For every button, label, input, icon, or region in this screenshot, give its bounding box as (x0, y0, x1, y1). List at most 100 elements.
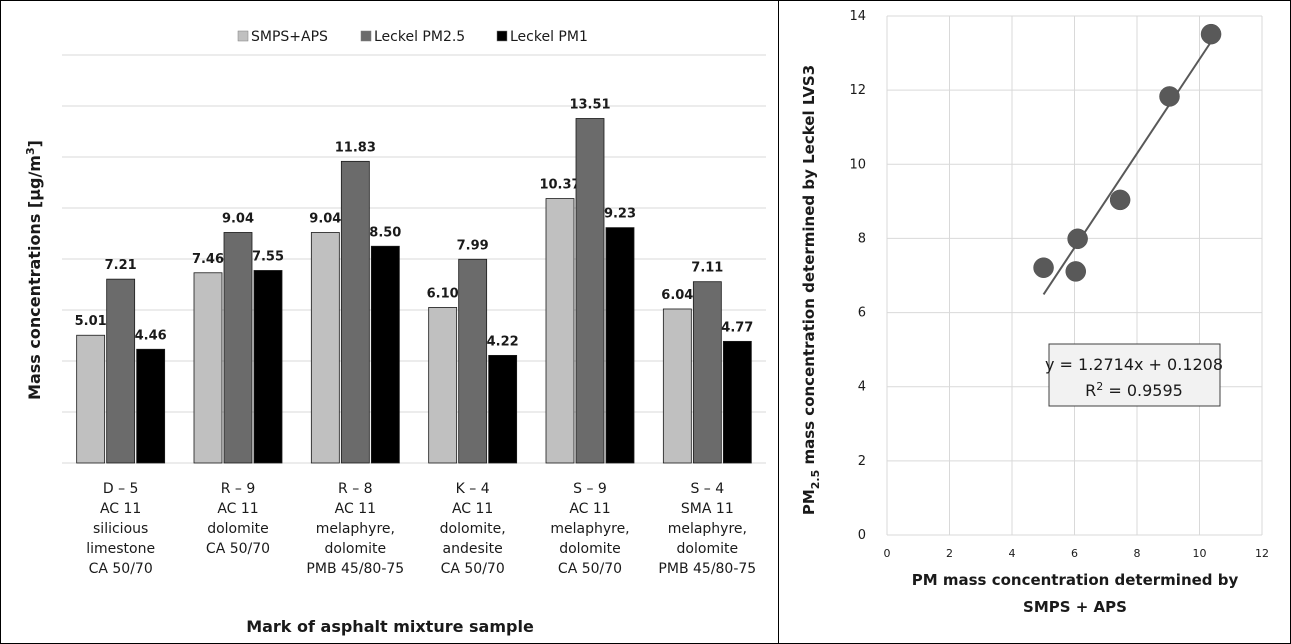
scatter-point (1200, 23, 1222, 45)
r-squared-symbol: R (1085, 381, 1096, 400)
scatter-y-axis-title-pre: PM (800, 489, 818, 515)
bar-y-axis-title-main: Mass concentrations [μg/m (25, 155, 44, 400)
category-label-line: AC 11 (452, 501, 493, 517)
category-label: K – 4 AC 11 dolomite, andesite CA 50/70 (440, 481, 506, 577)
bar-value-label: 7.21 (105, 258, 137, 273)
category-label-line: dolomite (677, 541, 739, 557)
bar-gridlines (62, 54, 766, 464)
scatter-x-tick: 2 (946, 547, 953, 560)
bar (692, 281, 722, 464)
category-label-line: CA 50/70 (558, 561, 622, 577)
category-label: R – 9 AC 11 dolomite CA 50/70 (206, 481, 270, 557)
bar-y-axis-title-end: ] (25, 140, 44, 147)
legend-item: SMPS+APS (237, 29, 328, 45)
bar (605, 227, 635, 464)
r-squared-superscript: 2 (1096, 380, 1103, 393)
panel-divider (778, 0, 779, 643)
scatter-point (1109, 189, 1131, 211)
scatter-y-axis-title-subscript: 2.5 (809, 470, 822, 490)
bar (136, 348, 166, 464)
scatter-x-tick: 0 (884, 547, 891, 560)
legend-label: Leckel PM1 (510, 29, 588, 45)
scatter-point (1159, 86, 1180, 107)
scatter-point (1065, 261, 1086, 282)
scatter-points (1033, 23, 1222, 282)
category-label: S – 9 AC 11 melaphyre, dolomite CA 50/70 (550, 481, 629, 577)
legend-swatch (360, 30, 372, 42)
bar-value-label: 10.37 (539, 178, 580, 193)
bar (722, 340, 752, 464)
scatter-y-tick: 4 (858, 380, 866, 395)
category-label-line: andesite (443, 541, 503, 557)
category-label-line: AC 11 (569, 501, 610, 517)
category-label-line: silicious (93, 521, 148, 537)
category-label-line: AC 11 (335, 501, 376, 517)
scatter-chart: 0 2 4 6 8 10 12 0 2 4 6 8 10 12 14 y = 1.2714x + 0.120… (800, 9, 1269, 616)
scatter-trendline (1042, 41, 1212, 295)
bar-y-axis-title-superscript: 3 (24, 147, 37, 155)
bar (193, 272, 223, 464)
scatter-y-tick: 2 (858, 454, 866, 469)
scatter-point (1033, 257, 1054, 278)
category-label-line: PMB 45/80-75 (658, 561, 756, 577)
category-label-line: R – 9 (221, 481, 256, 497)
category-label-line: CA 50/70 (89, 561, 153, 577)
bar (340, 160, 370, 464)
category-label-line: SMA 11 (681, 501, 734, 517)
category-label-line: melaphyre, (316, 521, 395, 537)
bar-value-label: 8.50 (369, 225, 401, 240)
equation-box-background (1048, 343, 1221, 407)
bar-value-label: 9.04 (309, 211, 341, 226)
category-label-line: AC 11 (100, 501, 141, 517)
scatter-x-tick: 12 (1255, 547, 1269, 560)
scatter-y-axis-title: PM2.5 mass concentration determined by L… (800, 65, 822, 515)
category-label-line: CA 50/70 (206, 541, 270, 557)
legend-swatch (237, 30, 249, 42)
bar-value-label: 4.77 (721, 320, 753, 335)
category-label-line: S – 9 (573, 481, 607, 497)
bar (575, 118, 605, 464)
bar (488, 354, 518, 464)
category-label-line: dolomite (325, 541, 387, 557)
category-label-line: melaphyre, (668, 521, 747, 537)
category-label-line: R – 8 (338, 481, 373, 497)
legend-item: Leckel PM2.5 (360, 29, 465, 45)
bar (223, 232, 253, 464)
bar (428, 307, 458, 464)
bar-value-label: 4.46 (135, 328, 167, 343)
category-label: S – 4 SMA 11 melaphyre, dolomite PMB 45/80-7… (658, 481, 756, 577)
category-label: D – 5 AC 11 silicious limestone CA 50/70 (86, 481, 155, 577)
category-label-line: dolomite (559, 541, 621, 557)
category-label-line: dolomite (207, 521, 269, 537)
bar (253, 270, 283, 464)
category-label-line: dolomite, (440, 521, 506, 537)
category-label-line: PMB 45/80-75 (306, 561, 404, 577)
scatter-y-tick: 10 (849, 157, 866, 172)
bar (106, 278, 136, 464)
scatter-y-tick: 14 (849, 9, 866, 24)
category-label-line: K – 4 (456, 481, 490, 497)
category-label-line: S – 4 (690, 481, 724, 497)
scatter-y-axis-title-post: mass concentration determined by Leckel … (800, 65, 818, 470)
bar (545, 198, 575, 464)
bar-value-label: 5.01 (75, 314, 107, 329)
bar (662, 308, 692, 464)
bar-series: 5.01 7.46 9.04 6.10 10.37 6.04 7.21 9.04 11.83 7.… (75, 97, 753, 464)
bar-value-label: 7.11 (691, 261, 723, 276)
scatter-y-tick: 12 (849, 83, 866, 98)
legend-item: Leckel PM1 (496, 29, 588, 45)
bar-chart: SMPS+APS Leckel PM2.5 Leckel PM1 5.01 7.46 9… (24, 29, 766, 636)
category-label-line: AC 11 (217, 501, 258, 517)
bar-value-label: 7.99 (457, 238, 489, 253)
category-label-line: D – 5 (103, 481, 139, 497)
legend-label: Leckel PM2.5 (374, 29, 465, 45)
bar-value-label: 13.51 (569, 97, 610, 112)
scatter-y-tick: 6 (858, 306, 866, 321)
scatter-point (1067, 228, 1088, 250)
bar-value-label: 9.23 (604, 207, 636, 222)
bar-x-axis-title: Mark of asphalt mixture sample (246, 617, 534, 636)
legend-label: SMPS+APS (251, 29, 328, 45)
regression-equation-box: y = 1.2714x + 0.1208 R2 = 0.9595 (1045, 343, 1223, 407)
r-squared-value: = 0.9595 (1103, 381, 1183, 400)
